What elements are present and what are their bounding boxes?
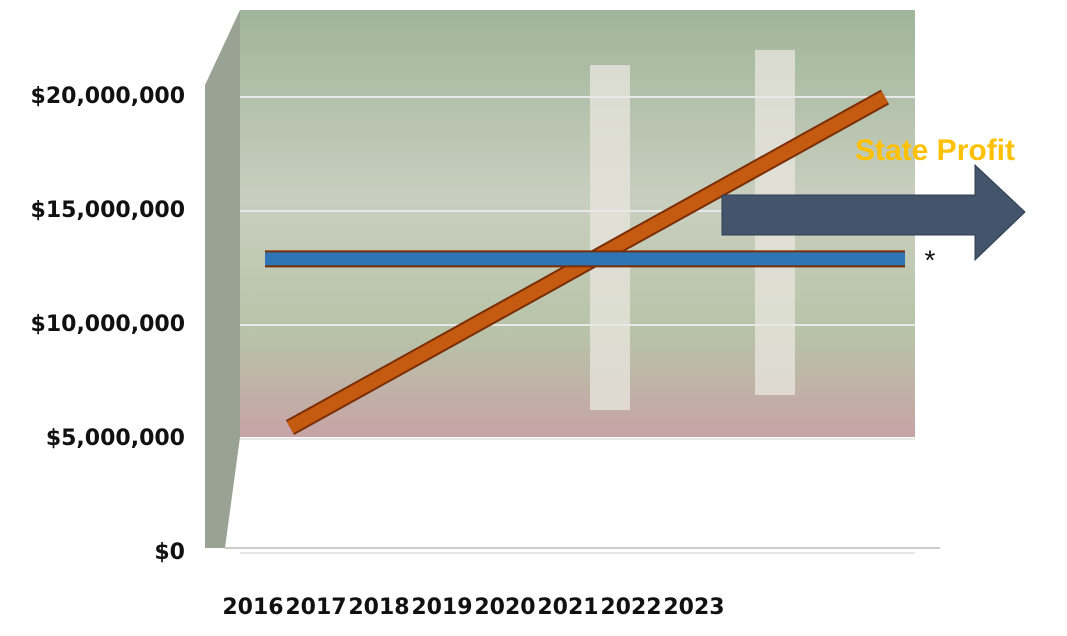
x-tick-label: 2023: [663, 595, 724, 620]
y-tick-label: $5,000,000: [46, 426, 185, 451]
plot: [265, 89, 905, 436]
annotation: State Profit: [855, 134, 1015, 167]
x-tick-label: 2018: [348, 595, 409, 620]
x-tick-label: 2017: [285, 595, 346, 620]
x-tick-label: 2016: [222, 595, 283, 620]
x-tick-label: 2022: [600, 595, 661, 620]
y-tick-label: $20,000,000: [31, 84, 185, 109]
x-tick-label: 2021: [537, 595, 598, 620]
arrow: [721, 163, 1026, 262]
side-wall: [205, 10, 240, 548]
y-tick-label: $15,000,000: [31, 198, 185, 223]
annotation: *: [925, 244, 936, 275]
x-tick-label: 2020: [474, 595, 535, 620]
y-tick-label: $0: [154, 540, 185, 565]
x-tick-label: 2019: [411, 595, 472, 620]
y-tick-label: $10,000,000: [31, 312, 185, 337]
